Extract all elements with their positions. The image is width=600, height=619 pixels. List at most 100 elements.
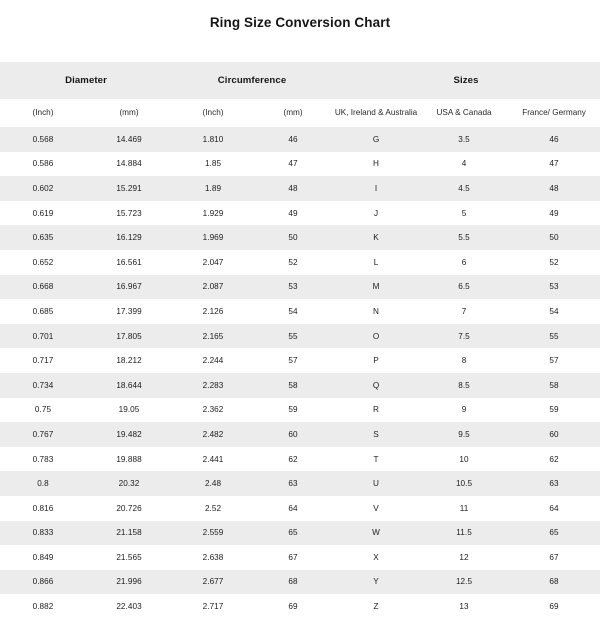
- cell-diameter-mm: 18.212: [116, 356, 142, 366]
- table-row: 0.767 19.482 2.482 60 S 9.5 60: [0, 422, 600, 447]
- cell-diameter-mm: 16.129: [116, 233, 142, 243]
- cell-diameter-mm: 19.888: [116, 454, 142, 464]
- cell-size-usa: 12.5: [455, 577, 473, 587]
- cell-diameter-mm: 17.399: [116, 306, 142, 316]
- column-header-circumference-mm: (mm): [283, 107, 303, 117]
- cell-circumference-inch: 1.89: [204, 183, 222, 193]
- table-row: 0.586 14.884 1.85 47 H 4 47: [0, 151, 600, 177]
- cell-diameter-mm: 20.726: [116, 503, 142, 513]
- cell-circumference-inch: 1.969: [202, 233, 224, 243]
- cell-size-france: 53: [549, 282, 559, 292]
- cell-size-usa: 6.5: [458, 282, 470, 292]
- cell-size-uk: J: [373, 208, 379, 218]
- cell-circumference-inch: 1.810: [202, 134, 224, 144]
- cell-diameter-inch: 0.602: [32, 183, 54, 193]
- cell-size-france: 58: [549, 380, 559, 390]
- cell-circumference-inch: 2.244: [202, 356, 224, 366]
- table-row: 0.635 16.129 1.969 50 K 5.5 50: [0, 225, 600, 250]
- table-row: 0.701 17.805 2.165 55 O 7.5 55: [0, 323, 600, 349]
- cell-circumference-mm: 62: [288, 454, 298, 464]
- column-header-circumference-inch: (Inch): [202, 107, 224, 117]
- cell-size-france: 46: [549, 134, 559, 144]
- cell-diameter-mm: 15.291: [116, 183, 142, 193]
- table-row: 0.833 21.158 2.559 65 W 11.5 65: [0, 520, 600, 546]
- column-header-france-germany: France/ Germany: [522, 107, 586, 117]
- cell-size-france: 55: [549, 331, 559, 341]
- table-body: 0.568 14.469 1.810 46 G 3.5 46 0.586 14.884 1.85 4…: [0, 127, 600, 619]
- table-row: 0.668 16.967 2.087 53 M 6.5 53: [0, 274, 600, 300]
- cell-circumference-inch: 2.677: [202, 577, 224, 587]
- table-row: 0.685 17.399 2.126 54 N 7 54: [0, 299, 600, 324]
- table-header: Diameter Circumference Sizes (Inch) (mm)…: [0, 62, 600, 127]
- column-header-usa-canada: USA & Canada: [436, 107, 492, 117]
- cell-circumference-inch: 2.441: [202, 454, 224, 464]
- cell-size-uk: Q: [372, 380, 380, 390]
- cell-size-uk: I: [374, 183, 378, 193]
- table-row: 0.783 19.888 2.441 62 T 10 62: [0, 446, 600, 472]
- cell-size-usa: 8.5: [458, 380, 470, 390]
- cell-circumference-inch: 2.047: [202, 257, 224, 267]
- cell-size-uk: U: [373, 479, 380, 489]
- cell-size-usa: 10.5: [455, 479, 473, 489]
- cell-size-usa: 9.5: [458, 429, 470, 439]
- cell-size-usa: 9: [461, 405, 467, 415]
- cell-diameter-mm: 21.565: [116, 552, 142, 562]
- table-row: 0.652 16.561 2.047 52 L 6 52: [0, 249, 600, 275]
- cell-diameter-inch: 0.734: [32, 380, 54, 390]
- table-row: 0.816 20.726 2.52 64 V 11 64: [0, 495, 600, 521]
- cell-circumference-inch: 2.482: [202, 429, 224, 439]
- cell-size-usa: 4: [461, 159, 467, 169]
- cell-size-france: 50: [549, 233, 559, 243]
- cell-diameter-inch: 0.717: [32, 356, 54, 366]
- cell-diameter-inch: 0.882: [32, 602, 54, 612]
- cell-size-france: 64: [549, 503, 559, 513]
- cell-circumference-mm: 64: [288, 503, 298, 513]
- cell-circumference-mm: 69: [288, 602, 298, 612]
- cell-diameter-inch: 0.619: [32, 208, 54, 218]
- cell-size-uk: H: [373, 159, 380, 169]
- cell-diameter-mm: 20.32: [118, 479, 140, 489]
- cell-size-france: 67: [549, 552, 559, 562]
- cell-size-france: 62: [549, 454, 559, 464]
- cell-circumference-mm: 63: [288, 479, 298, 489]
- cell-circumference-inch: 1.929: [202, 208, 224, 218]
- cell-circumference-inch: 1.85: [204, 159, 222, 169]
- cell-size-usa: 12: [459, 552, 469, 562]
- cell-size-uk: Z: [373, 602, 379, 612]
- cell-diameter-inch: 0.701: [32, 331, 54, 341]
- cell-circumference-inch: 2.717: [202, 602, 224, 612]
- cell-size-france: 63: [549, 479, 559, 489]
- cell-diameter-mm: 19.482: [116, 429, 142, 439]
- cell-size-uk: S: [373, 429, 379, 439]
- cell-diameter-inch: 0.767: [32, 429, 54, 439]
- table-row: 0.866 21.996 2.677 68 Y 12.5 68: [0, 569, 600, 595]
- ring-size-conversion-table: Diameter Circumference Sizes (Inch) (mm)…: [0, 62, 600, 619]
- cell-size-usa: 6: [461, 257, 467, 267]
- cell-size-uk: T: [373, 454, 379, 464]
- cell-circumference-mm: 65: [288, 528, 298, 538]
- cell-size-usa: 11.5: [456, 528, 472, 538]
- cell-diameter-inch: 0.783: [32, 454, 54, 464]
- cell-diameter-mm: 14.469: [116, 134, 142, 144]
- cell-diameter-mm: 18.644: [116, 380, 142, 390]
- cell-size-uk: K: [373, 233, 379, 243]
- sub-header-row: (Inch) (mm) (Inch) (mm) UK, Ireland & Au…: [0, 99, 600, 127]
- cell-diameter-inch: 0.816: [32, 503, 54, 513]
- column-header-diameter-mm: (mm): [119, 107, 139, 117]
- cell-size-france: 52: [549, 257, 559, 267]
- cell-size-uk: V: [373, 503, 379, 513]
- cell-size-france: 47: [549, 159, 559, 169]
- group-header-row: Diameter Circumference Sizes: [0, 62, 600, 99]
- cell-circumference-mm: 48: [288, 183, 298, 193]
- cell-circumference-inch: 2.362: [202, 405, 224, 415]
- cell-size-usa: 10: [459, 454, 469, 464]
- cell-circumference-mm: 47: [288, 159, 298, 169]
- cell-size-france: 49: [549, 208, 559, 218]
- cell-diameter-mm: 17.805: [116, 331, 142, 341]
- table-row: 0.849 21.565 2.638 67 X 12 67: [0, 545, 600, 570]
- cell-size-usa: 5.5: [458, 233, 470, 243]
- cell-circumference-mm: 49: [288, 208, 298, 218]
- cell-circumference-mm: 60: [288, 429, 298, 439]
- cell-diameter-mm: 15.723: [116, 208, 142, 218]
- cell-size-uk: M: [372, 282, 380, 292]
